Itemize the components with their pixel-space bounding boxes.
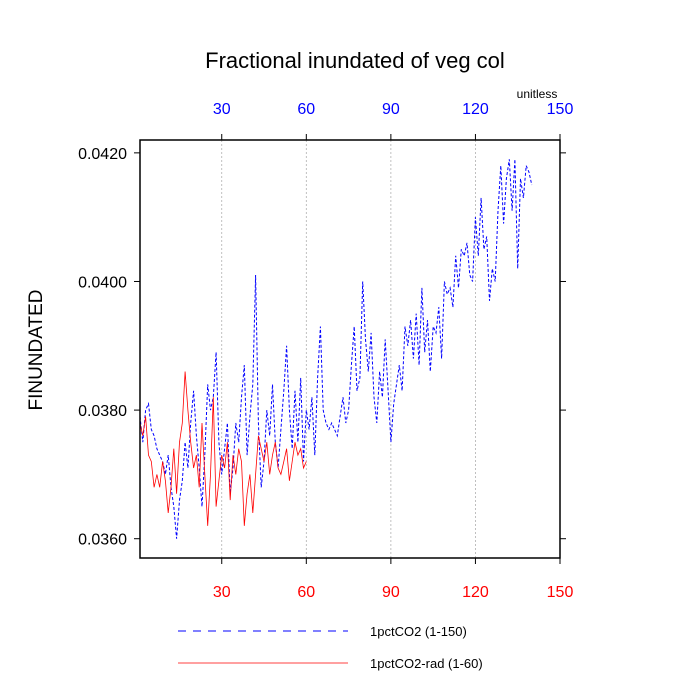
y-axis-label: FINUNDATED xyxy=(26,289,47,410)
x-bottom-tick-label: 150 xyxy=(547,584,574,601)
x-top-tick-label: 120 xyxy=(462,101,489,118)
y-tick-label: 0.0360 xyxy=(78,532,127,549)
x-bottom-tick-label: 60 xyxy=(297,584,315,601)
x-top-tick-label: 30 xyxy=(213,101,231,118)
x-bottom-tick-label: 90 xyxy=(382,584,400,601)
legend-label-2: 1pctCO2-rad (1-60) xyxy=(370,656,483,671)
grid-lines xyxy=(221,140,476,558)
series-line-2 xyxy=(139,371,307,526)
y-tick-label: 0.0420 xyxy=(78,146,127,163)
legend: 1pctCO2 (1-150) 1pctCO2-rad (1-60) xyxy=(178,624,483,671)
x-top-tick-label: 90 xyxy=(382,101,400,118)
y-tick-label: 0.0400 xyxy=(78,274,127,291)
x-bottom-tick-label: 30 xyxy=(213,584,231,601)
series-group xyxy=(139,159,533,539)
units-label: unitless xyxy=(517,87,558,101)
y-axis: 0.0360 0.0380 0.0400 0.0420 xyxy=(78,146,566,549)
x-top-tick-label: 60 xyxy=(297,101,315,118)
x-top-tick-label: 150 xyxy=(547,101,574,118)
x-axes: 30 30 60 60 90 90 120 120 150 150 xyxy=(213,101,574,601)
plot-frame xyxy=(139,139,561,559)
legend-label-1: 1pctCO2 (1-150) xyxy=(370,624,467,639)
x-bottom-tick-label: 120 xyxy=(462,584,489,601)
chart-title: Fractional inundated of veg col xyxy=(205,48,505,73)
y-tick-label: 0.0380 xyxy=(78,403,127,420)
series-line-1 xyxy=(139,159,533,539)
